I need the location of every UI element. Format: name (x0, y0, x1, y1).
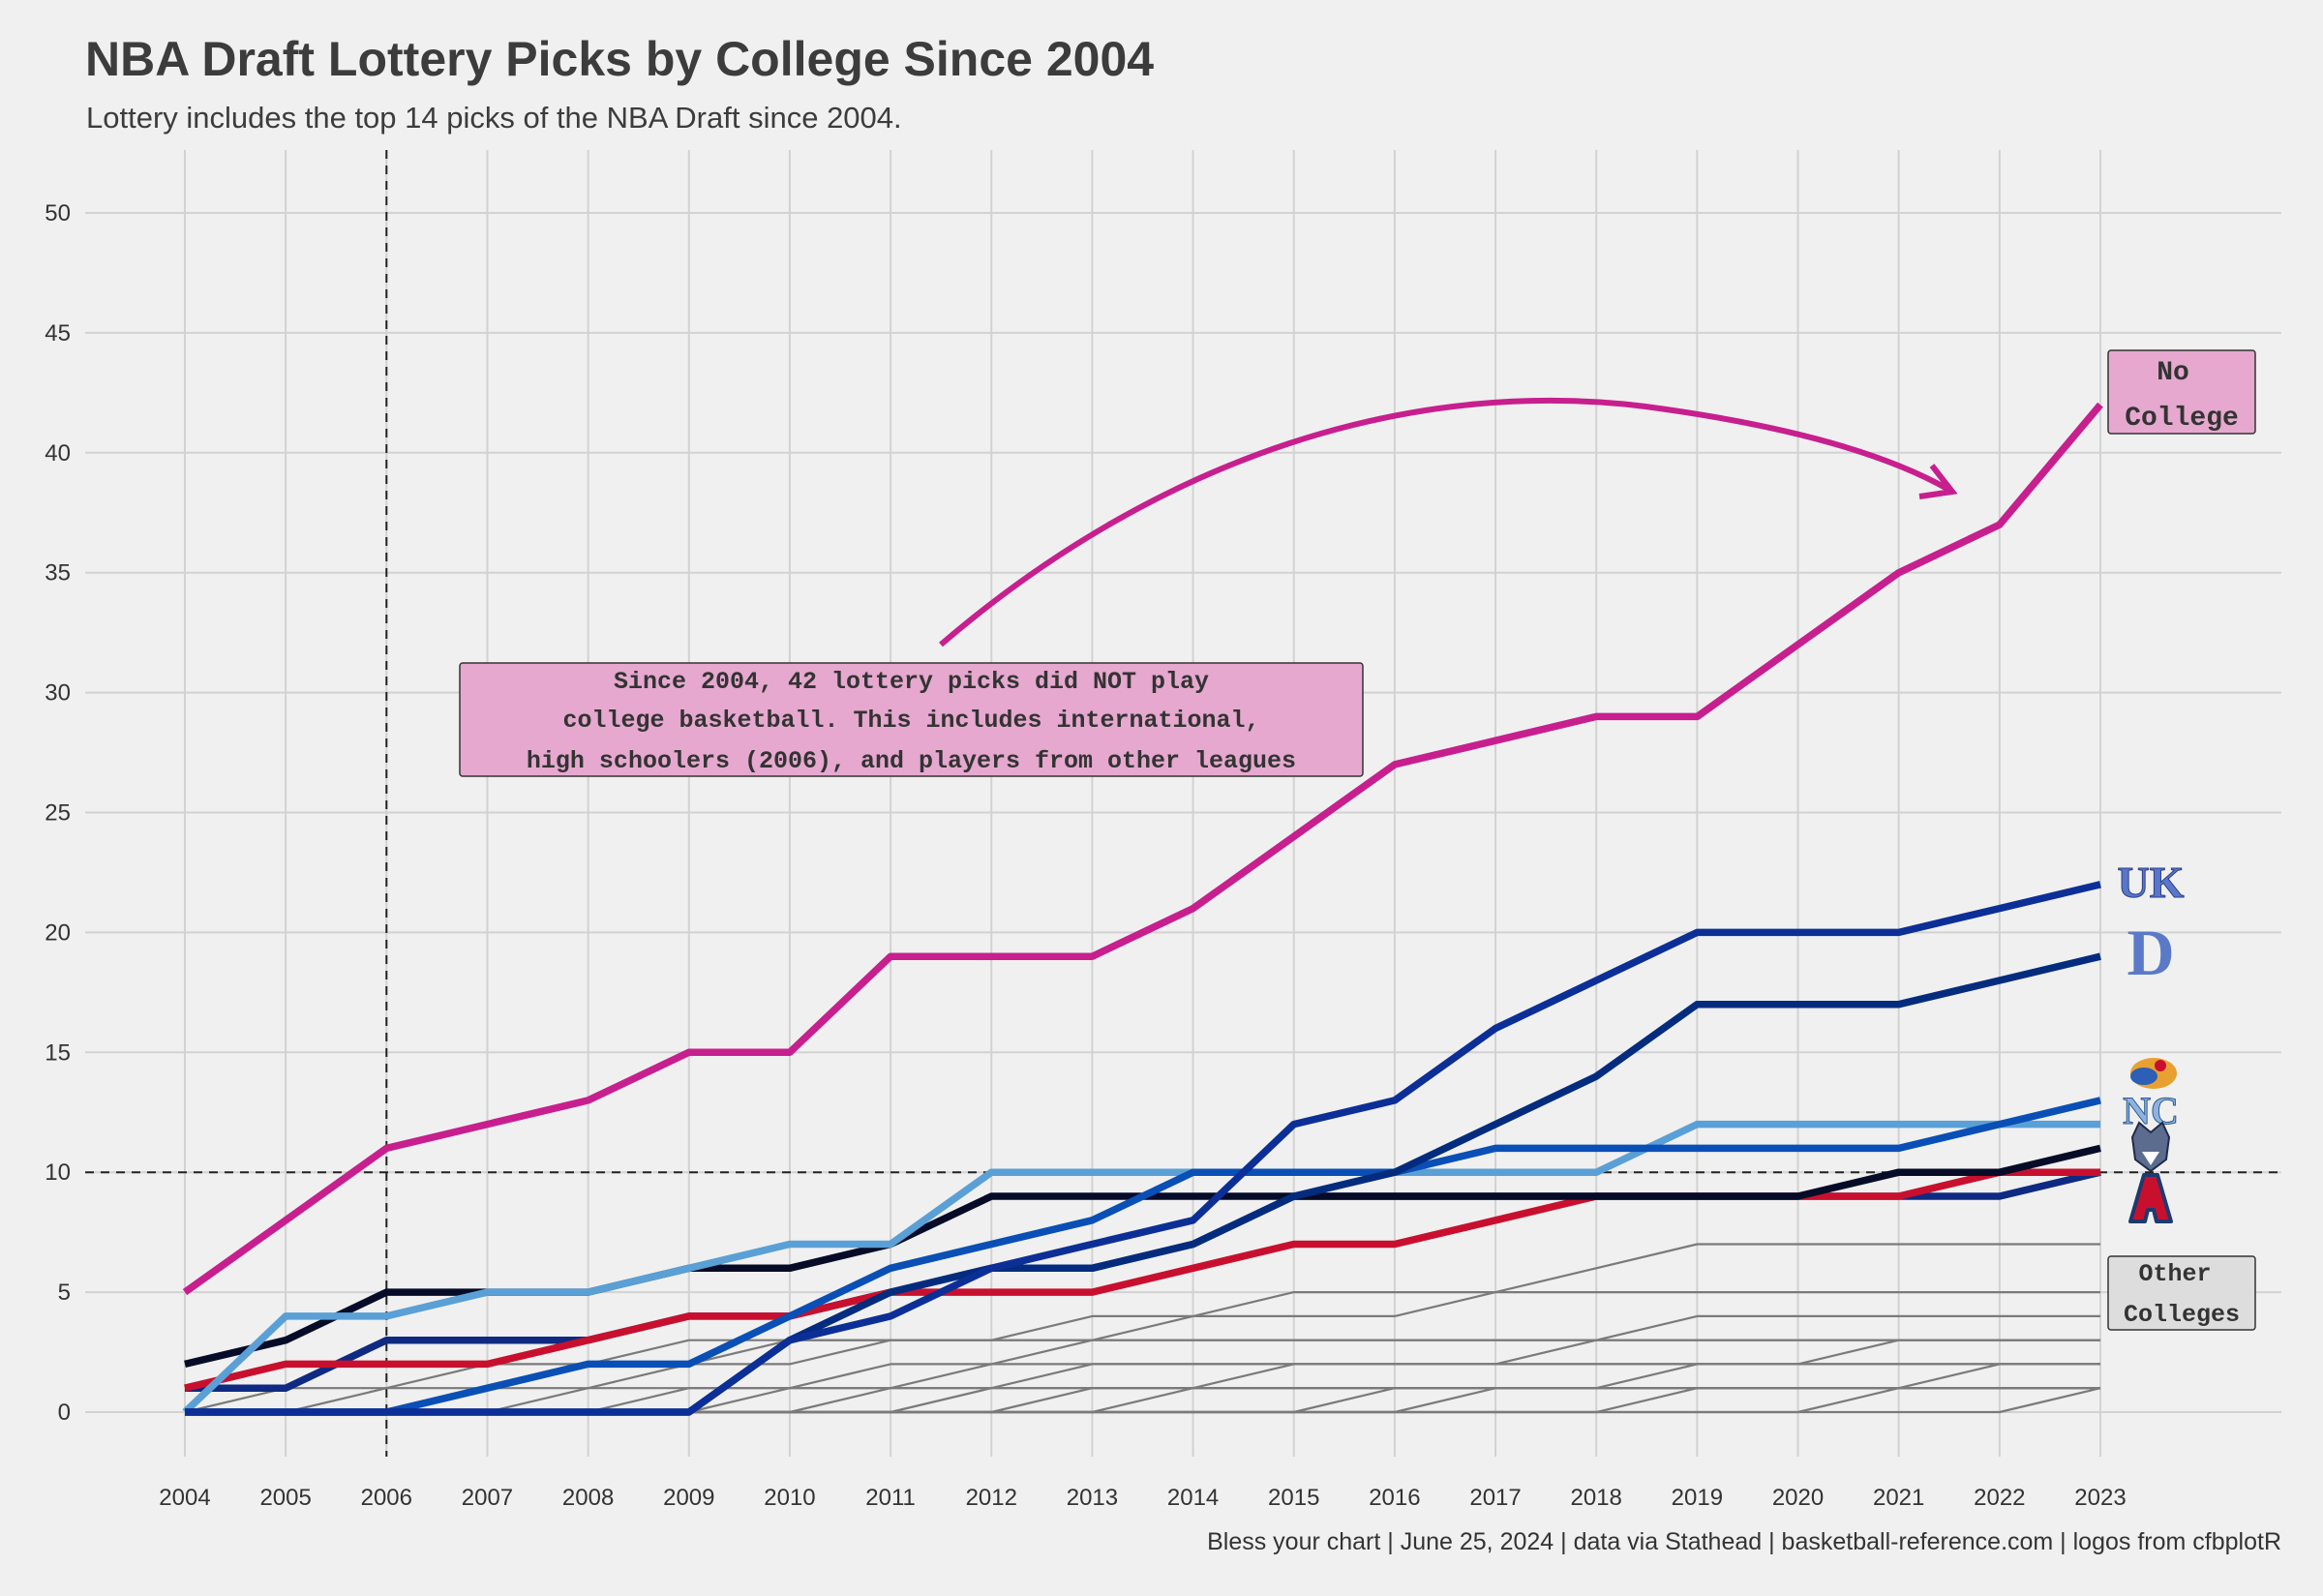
other-colleges-label: Other Colleges (2107, 1255, 2256, 1331)
x-tick-label: 2014 (1167, 1485, 1219, 1511)
annotation-arrow-head (1918, 464, 1958, 499)
chart-subtitle: Lottery includes the top 14 picks of the… (86, 101, 902, 135)
x-tick-label: 2015 (1268, 1485, 1319, 1511)
x-tick-label: 2006 (361, 1485, 412, 1511)
y-tick-label: 0 (58, 1400, 71, 1426)
y-tick-label: 10 (45, 1159, 71, 1186)
x-axis-ticks: 2004 2005 2006 2007 2008 2009 2010 2011 2012 2013… (159, 1485, 2126, 1511)
x-tick-label: 2012 (966, 1485, 1017, 1511)
annotation-note: Since 2004, 42 lottery picks did NOT pla… (459, 662, 1364, 777)
x-tick-label: 2023 (2074, 1485, 2126, 1511)
duke-logo-icon: D (2127, 916, 2174, 989)
series-line-no-college (182, 402, 2103, 1296)
x-tick-label: 2022 (1974, 1485, 2025, 1511)
annotation-arrow-curve (939, 397, 1949, 647)
annotation-note-line-3: high schoolers (2006), and players from … (527, 747, 1296, 775)
y-tick-label: 40 (45, 440, 71, 467)
other-colleges-label-line-2: Colleges (2124, 1301, 2240, 1329)
north-carolina-logo-icon: NC (2123, 1089, 2179, 1132)
kentucky-logo: UK (2117, 858, 2185, 908)
y-tick-label: 15 (45, 1039, 71, 1066)
x-tick-label: 2013 (1067, 1485, 1118, 1511)
uconn-husky-icon (2130, 1121, 2171, 1173)
y-tick-label: 35 (45, 560, 71, 587)
x-tick-label: 2019 (1672, 1485, 1723, 1511)
no-college-label-box (2107, 349, 2256, 435)
annotation-note-line-1: Since 2004, 42 lottery picks did NOT pla… (614, 668, 1209, 696)
north-carolina-logo: NC (2123, 1089, 2180, 1133)
no-college-label-line-2: College (2125, 404, 2239, 434)
series-line-kentucky (185, 881, 2101, 1416)
annotation-arrow (939, 397, 1958, 647)
x-tick-label: 2005 (259, 1485, 311, 1511)
x-tick-label: 2017 (1469, 1485, 1521, 1511)
y-tick-label: 30 (45, 680, 71, 707)
x-tick-label: 2007 (462, 1485, 513, 1511)
chart-caption: Bless your chart | June 25, 2024 | data … (1207, 1528, 2281, 1555)
series-line-north-carolina (182, 1120, 2100, 1415)
annotation-note-box (459, 662, 1364, 777)
series-line-kansas (185, 1097, 2101, 1416)
arizona-logo-icon (2128, 1173, 2173, 1223)
y-tick-label: 20 (45, 919, 71, 946)
annotation-note-line-2: college basketball. This includes intern… (562, 707, 1259, 735)
no-college-label: No College (2107, 349, 2256, 435)
x-tick-label: 2018 (1571, 1485, 1622, 1511)
y-tick-label: 50 (45, 200, 71, 226)
x-tick-label: 2016 (1369, 1485, 1420, 1511)
other-colleges-label-line-1: Other (2138, 1260, 2211, 1288)
x-tick-label: 2020 (1772, 1485, 1824, 1511)
x-tick-label: 2021 (1873, 1485, 1924, 1511)
kansas-logo (2130, 1058, 2177, 1089)
other-colleges-label-box (2107, 1255, 2256, 1331)
uconn-logo (2130, 1121, 2171, 1173)
x-tick-label: 2004 (159, 1485, 210, 1511)
y-axis-ticks: 0 5 10 15 20 25 30 35 40 45 50 (45, 200, 71, 1426)
grid (85, 150, 2281, 1457)
y-tick-label: 25 (45, 800, 71, 827)
y-tick-label: 5 (58, 1280, 71, 1306)
no-college-label-line-1: No (2157, 358, 2189, 388)
x-tick-label: 2009 (663, 1485, 714, 1511)
duke-logo: D (2127, 916, 2174, 989)
chart-title: NBA Draft Lottery Picks by College Since… (85, 32, 1154, 86)
other-college-line (184, 1243, 2100, 1414)
kentucky-logo-icon: UK (2118, 858, 2185, 907)
x-tick-label: 2011 (865, 1485, 916, 1511)
x-tick-label: 2010 (764, 1485, 815, 1511)
series-lines (182, 402, 2103, 1416)
y-tick-label: 45 (45, 320, 71, 346)
arizona-logo (2128, 1173, 2173, 1223)
x-tick-label: 2008 (562, 1485, 614, 1511)
